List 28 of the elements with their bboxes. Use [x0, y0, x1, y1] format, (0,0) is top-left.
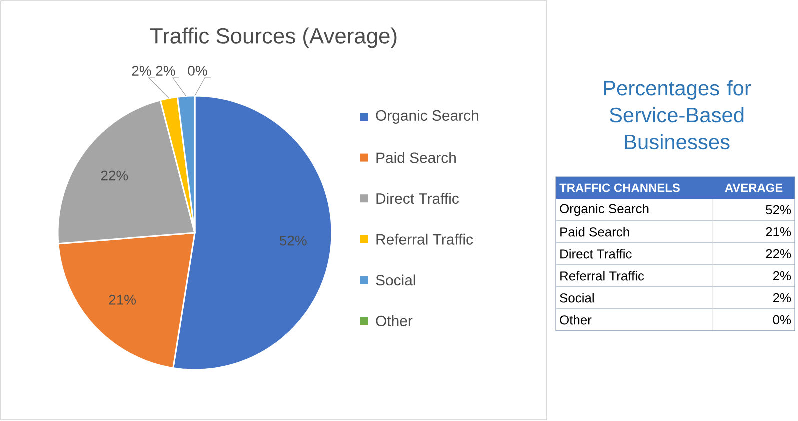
- legend-label: Direct Traffic: [376, 193, 460, 204]
- data-label: 52%: [766, 205, 792, 215]
- legend-label: Paid Search: [376, 152, 456, 164]
- data-label: 2%: [156, 66, 176, 76]
- data-label: 0%: [773, 315, 792, 325]
- category-label: Social: [560, 293, 594, 303]
- legend-label: Social: [376, 274, 416, 286]
- category-label: Paid Search: [560, 227, 630, 237]
- data-label: 21%: [109, 295, 136, 305]
- data-label: 22%: [101, 170, 128, 181]
- text: TRAFFIC CHANNELS: [560, 184, 680, 192]
- data-label: 22%: [766, 249, 792, 259]
- legend-label: Organic Search: [376, 110, 478, 124]
- category-label: Direct Traffic: [560, 249, 632, 259]
- legend-label: Other: [376, 316, 413, 326]
- data-label: 21%: [766, 227, 792, 237]
- text: Percentages for Service-Based Businesses: [604, 80, 752, 150]
- category-label: Organic Search: [560, 204, 649, 216]
- data-label: 2%: [773, 271, 792, 281]
- data-label: 52%: [280, 236, 307, 246]
- category-label: Referral Traffic: [560, 271, 644, 281]
- text: AVERAGE: [725, 184, 783, 192]
- category-label: Other: [560, 315, 592, 325]
- legend-label: Referral Traffic: [376, 234, 474, 245]
- text: 0%: [188, 66, 208, 76]
- chart-title: Traffic Sources (Average): [150, 28, 397, 48]
- data-label: 2%: [773, 293, 792, 303]
- data-label: 2%: [132, 66, 152, 76]
